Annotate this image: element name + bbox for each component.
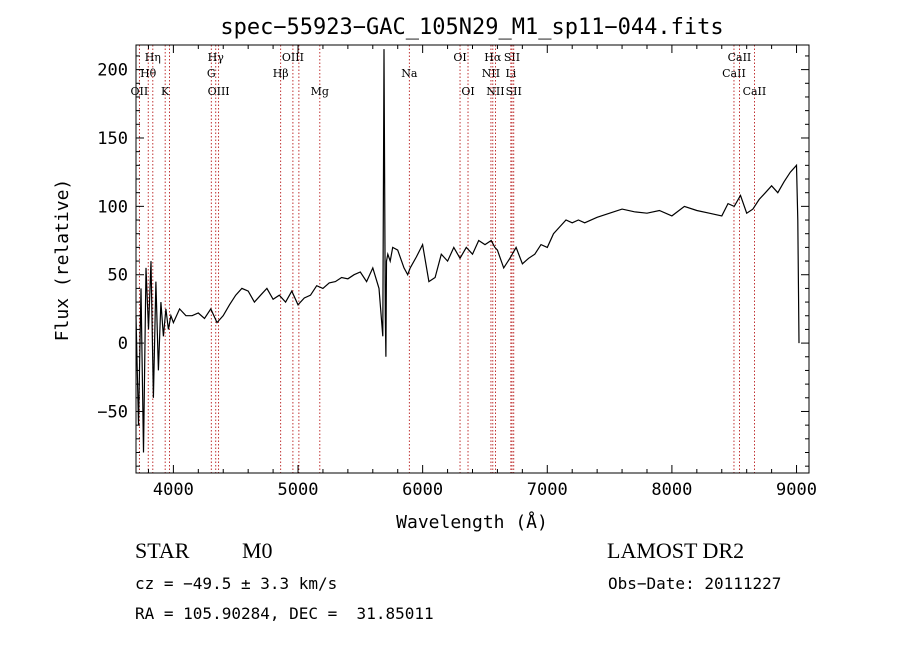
- line-marker-label: Hα: [484, 51, 502, 64]
- line-marker-label: OI: [453, 51, 466, 64]
- line-marker-label: Li: [505, 67, 516, 80]
- x-tick-label: 6000: [402, 480, 443, 500]
- y-tick-label: 150: [97, 129, 128, 149]
- x-tick-label: 5000: [278, 480, 319, 500]
- line-marker-label: G: [207, 67, 216, 80]
- chart-title: spec−55923−GAC_105N29_M1_sp11−044.fits: [220, 15, 723, 40]
- object-subclass: M0: [242, 538, 273, 563]
- coordinates: RA = 105.90284, DEC = 31.85011: [135, 604, 434, 623]
- line-marker-label: Hθ: [140, 67, 157, 80]
- y-axis-label: Flux (relative): [52, 179, 73, 342]
- line-marker-label: CaII: [743, 85, 767, 98]
- line-marker-label: Mg: [311, 85, 329, 98]
- y-axis: −50 0 50 100 150 200: [97, 55, 809, 467]
- line-marker-label: Hη: [145, 51, 161, 64]
- y-tick-label: 100: [97, 197, 128, 217]
- x-axis-label: Wavelength (Å): [396, 511, 548, 533]
- line-marker-label: SII: [504, 51, 520, 64]
- line-marker-label: NII: [482, 67, 500, 80]
- x-tick-label: 9000: [776, 480, 817, 500]
- line-marker-label: OIII: [282, 51, 304, 64]
- line-marker-label: NII: [486, 85, 504, 98]
- spectral-line-markers: OIIHθHηKGHγOIIIHβOIIIMgNaOIOINIIHαNIILiS…: [131, 45, 767, 473]
- line-marker-label: CaII: [728, 51, 752, 64]
- y-tick-label: 50: [108, 266, 128, 286]
- y-tick-label: 200: [97, 61, 128, 81]
- survey-name: LAMOST DR2: [607, 538, 745, 563]
- line-marker-label: OI: [461, 85, 474, 98]
- line-marker-label: Hγ: [208, 51, 225, 64]
- x-tick-label: 4000: [153, 480, 194, 500]
- x-axis: 4000 5000 6000 7000 8000 9000: [147, 45, 817, 500]
- line-marker-label: SII: [506, 85, 522, 98]
- y-tick-label: 0: [118, 334, 128, 354]
- x-tick-label: 7000: [527, 480, 568, 500]
- object-class: STAR: [135, 538, 190, 563]
- redshift-cz: cz = −49.5 ± 3.3 km/s: [135, 574, 338, 593]
- line-marker-label: OII: [131, 85, 149, 98]
- line-marker-label: CaII: [722, 67, 746, 80]
- line-marker-label: Na: [401, 67, 418, 80]
- plot-frame: [135, 44, 810, 474]
- spectrum-line: [135, 49, 800, 453]
- line-marker-label: K: [161, 85, 170, 98]
- line-marker-label: Hβ: [273, 67, 289, 80]
- y-tick-label: −50: [97, 402, 128, 422]
- line-marker-label: OIII: [208, 85, 230, 98]
- observation-date: Obs−Date: 20111227: [608, 574, 782, 593]
- x-tick-label: 8000: [651, 480, 692, 500]
